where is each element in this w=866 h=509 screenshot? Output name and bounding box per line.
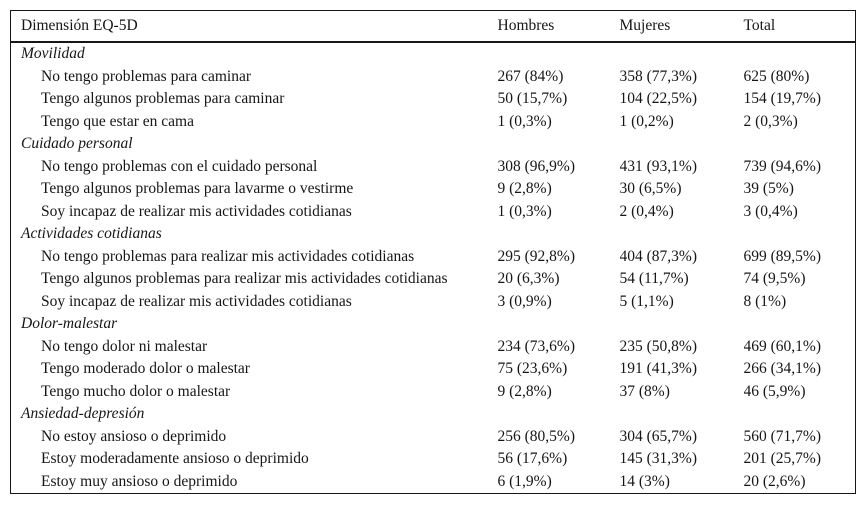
cell-hombres: 1 (0,3%) [497, 112, 552, 130]
section-title-row: Cuidado personal [11, 133, 856, 156]
table-header-row: Dimensión EQ-5D Hombres Mujeres Total [10, 10, 856, 43]
row-label: Soy incapaz de realizar mis actividades … [41, 292, 352, 310]
table-row: Estoy moderadamente ansioso o deprimido 5… [11, 448, 856, 471]
row-label: No tengo problemas con el cuidado person… [41, 157, 318, 175]
cell-hombres: 9 (2,8%) [497, 180, 552, 197]
cell-total: 560 (71,7%) [743, 427, 822, 445]
cell-mujeres: 404 (87,3%) [619, 247, 698, 265]
cell-mujeres: 1 (0,2%) [619, 112, 674, 130]
cell-hombres: 295 (92,8%) [497, 247, 576, 265]
table-row: No tengo problemas para caminar 267 (84%)… [11, 66, 856, 89]
row-label: Estoy moderadamente ansioso o deprimido [41, 450, 309, 467]
cell-mujeres: 358 (77,3%) [619, 67, 698, 85]
cell-total: 39 (5%) [743, 180, 794, 197]
table-row: Tengo algunos problemas para realizar mi… [11, 268, 856, 291]
section-title-row: Movilidad [11, 42, 856, 66]
table-row: No tengo problemas para realizar mis act… [11, 246, 856, 269]
cell-hombres: 234 (73,6%) [497, 337, 576, 355]
row-label: Tengo que estar en cama [41, 112, 194, 130]
cell-mujeres: 30 (6,5%) [619, 180, 682, 197]
cell-total: 3 (0,4%) [743, 202, 798, 220]
cell-total: 625 (80%) [743, 67, 810, 85]
cell-hombres: 50 (15,7%) [497, 90, 568, 107]
column-header-total: Total [743, 10, 856, 43]
cell-total: 8 (1%) [743, 292, 787, 310]
cell-mujeres: 37 (8%) [619, 382, 670, 400]
cell-total: 469 (60,1%) [743, 337, 822, 355]
eq5d-table: Dimensión EQ-5D Hombres Mujeres Total Mo… [10, 10, 856, 494]
cell-mujeres: 14 (3%) [619, 472, 670, 490]
section-title: Cuidado personal [21, 135, 133, 152]
cell-mujeres: 104 (22,5%) [619, 90, 698, 107]
cell-total: 74 (9,5%) [743, 270, 806, 287]
cell-total: 46 (5,9%) [743, 382, 806, 400]
table-row: Tengo algunos problemas para lavarme o v… [11, 178, 856, 201]
row-label: No estoy ansioso o deprimido [41, 427, 227, 445]
cell-mujeres: 54 (11,7%) [619, 270, 689, 287]
cell-mujeres: 431 (93,1%) [619, 157, 698, 175]
cell-hombres: 6 (1,9%) [497, 472, 552, 490]
table-row: No tengo problemas con el cuidado person… [11, 156, 856, 179]
cell-mujeres: 191 (41,3%) [619, 360, 698, 377]
table-row: Tengo moderado dolor o malestar 75 (23,6%… [11, 358, 856, 381]
cell-hombres: 267 (84%) [497, 67, 564, 85]
section-title-row: Actividades cotidianas [11, 223, 856, 246]
table-row: No estoy ansioso o deprimido 256 (80,5%) 3… [11, 426, 856, 449]
row-label: Estoy muy ansioso o deprimido [41, 472, 238, 490]
cell-hombres: 56 (17,6%) [497, 450, 568, 467]
table-row: Soy incapaz de realizar mis actividades … [11, 291, 856, 314]
row-label: Tengo moderado dolor o malestar [41, 360, 250, 377]
cell-hombres: 256 (80,5%) [497, 427, 576, 445]
cell-hombres: 308 (96,9%) [497, 157, 576, 175]
column-header-hombres: Hombres [497, 10, 620, 43]
row-label: Tengo mucho dolor o malestar [41, 382, 231, 400]
table-row: Tengo mucho dolor o malestar 9 (2,8%) 37 (… [11, 381, 856, 404]
section-title: Actividades cotidianas [21, 225, 162, 242]
row-label: Tengo algunos problemas para realizar mi… [41, 270, 448, 287]
cell-mujeres: 145 (31,3%) [619, 450, 698, 467]
cell-total: 739 (94,6%) [743, 157, 822, 175]
column-header-mujeres: Mujeres [619, 10, 744, 43]
table-row: Tengo que estar en cama 1 (0,3%) 1 (0,2%) 2… [11, 111, 856, 134]
row-label: No tengo problemas para realizar mis act… [41, 247, 415, 265]
cell-total: 154 (19,7%) [743, 90, 822, 107]
cell-hombres: 3 (0,9%) [497, 292, 552, 310]
cell-total: 266 (34,1%) [743, 360, 822, 377]
cell-hombres: 9 (2,8%) [497, 382, 552, 400]
table-row: Soy incapaz de realizar mis actividades … [11, 201, 856, 224]
cell-total: 201 (25,7%) [743, 450, 822, 467]
section-title: Ansiedad-depresión [21, 405, 145, 422]
cell-hombres: 1 (0,3%) [497, 202, 552, 220]
row-label: No tengo problemas para caminar [41, 67, 252, 85]
table-row: Tengo algunos problemas para caminar 50 (… [11, 88, 856, 111]
cell-mujeres: 5 (1,1%) [619, 292, 674, 310]
table-body: Movilidad No tengo problemas para caminar… [11, 42, 856, 494]
cell-total: 699 (89,5%) [743, 247, 822, 265]
row-label: No tengo dolor ni malestar [41, 337, 208, 355]
cell-mujeres: 235 (50,8%) [619, 337, 698, 355]
cell-hombres: 20 (6,3%) [497, 270, 560, 287]
cell-hombres: 75 (23,6%) [497, 360, 568, 377]
section-title-row: Dolor-malestar [11, 313, 856, 336]
cell-mujeres: 304 (65,7%) [619, 427, 698, 445]
row-label: Soy incapaz de realizar mis actividades … [41, 202, 352, 220]
cell-mujeres: 2 (0,4%) [619, 202, 674, 220]
section-title-row: Ansiedad-depresión [11, 403, 856, 426]
row-label: Tengo algunos problemas para caminar [41, 90, 285, 107]
section-title: Dolor-malestar [21, 315, 118, 332]
section-title: Movilidad [21, 45, 85, 62]
cell-total: 20 (2,6%) [743, 472, 806, 490]
table-row: Estoy muy ansioso o deprimido 6 (1,9%) 14 … [11, 471, 856, 494]
table-row: No tengo dolor ni malestar 234 (73,6%) 235… [11, 336, 856, 359]
row-label: Tengo algunos problemas para lavarme o v… [41, 180, 354, 197]
column-header-dimension: Dimensión EQ-5D [10, 10, 498, 43]
cell-total: 2 (0,3%) [743, 112, 798, 130]
